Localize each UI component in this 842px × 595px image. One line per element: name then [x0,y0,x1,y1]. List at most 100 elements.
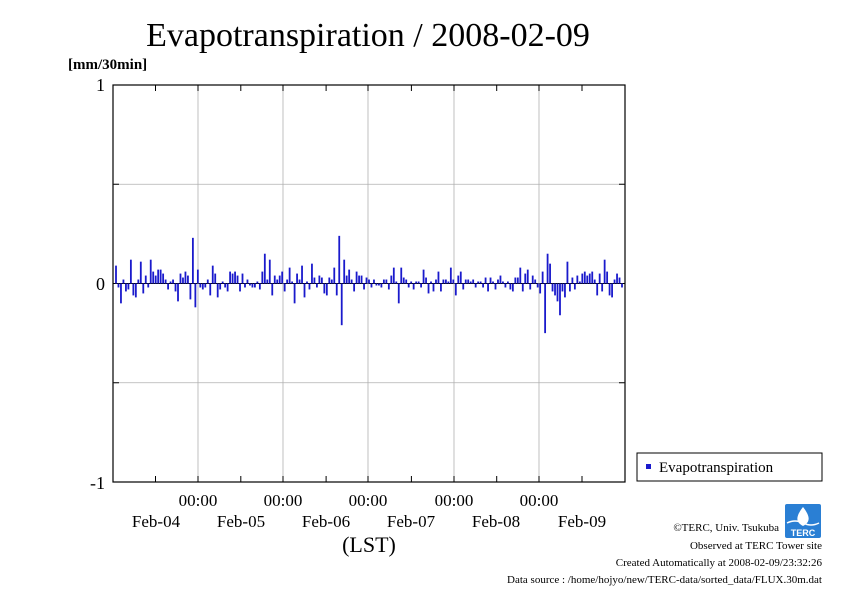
bar [526,269,529,284]
bar [566,261,569,284]
bar [407,283,410,288]
bar [494,283,497,290]
bar [355,271,358,284]
bar [474,283,477,288]
bar [221,281,224,284]
bar [539,283,542,294]
bar [616,273,618,284]
bar [263,253,266,284]
bar [147,283,150,288]
bar [402,277,405,284]
bar [611,283,613,298]
bar [536,283,539,288]
bar [487,283,489,292]
bar [554,283,556,296]
bar [229,271,231,284]
bar [241,273,244,284]
bar [449,267,452,284]
bar [353,283,356,292]
bar [234,271,236,284]
bar [492,281,494,284]
observed-text: Observed at TERC Tower site [690,540,822,552]
bar [531,275,534,284]
bar [387,283,390,290]
bar [209,283,212,296]
bar [571,277,574,284]
bar [549,263,551,284]
data-source-text: Data source : /home/hojyo/new/TERC-data/… [507,574,822,586]
bar [358,275,360,284]
bar [551,283,554,292]
bar [115,265,117,284]
bar [601,283,604,292]
bar [249,283,251,286]
bar [301,265,303,284]
bar [516,277,519,284]
bar [442,279,445,284]
bar [345,275,348,284]
bar [330,279,333,284]
bar [125,283,127,292]
bar [127,283,130,290]
bar [390,275,393,284]
x-tick-date-label: Feb-04 [132,512,181,531]
bar [415,281,418,284]
bar [499,275,502,284]
bar [298,279,301,284]
bar [216,283,219,298]
legend-box [636,452,823,482]
bar [425,277,427,284]
bar [452,279,455,284]
bar [311,263,313,284]
x-tick-time-label: 00:00 [349,491,388,510]
bar [340,283,343,326]
bar [621,283,623,288]
bar [159,269,162,284]
bar [420,283,422,288]
bar [172,279,174,284]
bar [546,253,549,284]
bar [318,275,321,284]
x-tick-date-label: Feb-08 [472,512,520,531]
logo-text: TERC [791,528,816,538]
bar [378,283,380,286]
bar [316,283,318,288]
bar [507,281,509,284]
bar [219,283,222,290]
bar [313,277,316,284]
bar [569,283,571,292]
bar [430,281,432,284]
bar [400,267,403,284]
bar [214,273,217,284]
bar [397,283,400,304]
bar [583,271,586,284]
bar [373,279,375,284]
created-text: Created Automatically at 2008-02-09/23:3… [616,557,823,569]
bar [464,279,467,284]
bar [573,283,576,290]
bar [182,277,184,284]
wave-icon [786,520,820,526]
bar [422,269,425,284]
bar [323,283,326,294]
bar [529,283,532,290]
bar [365,277,368,284]
bar [596,283,599,296]
terc-logo: TERC [785,504,821,538]
bar [306,281,308,284]
bar [256,281,259,284]
bar [370,283,373,288]
chart-title: Evapotranspiration / 2008-02-09 [146,17,590,54]
bar [559,283,561,316]
bar [187,275,189,284]
bar [392,267,395,284]
bar [276,279,279,284]
bar [117,283,120,288]
bar [479,281,482,284]
bar [211,265,214,284]
x-tick-date-label: Feb-06 [302,512,350,531]
bar [328,277,331,284]
x-tick-time-label: 00:00 [264,491,303,510]
bar [504,283,507,288]
